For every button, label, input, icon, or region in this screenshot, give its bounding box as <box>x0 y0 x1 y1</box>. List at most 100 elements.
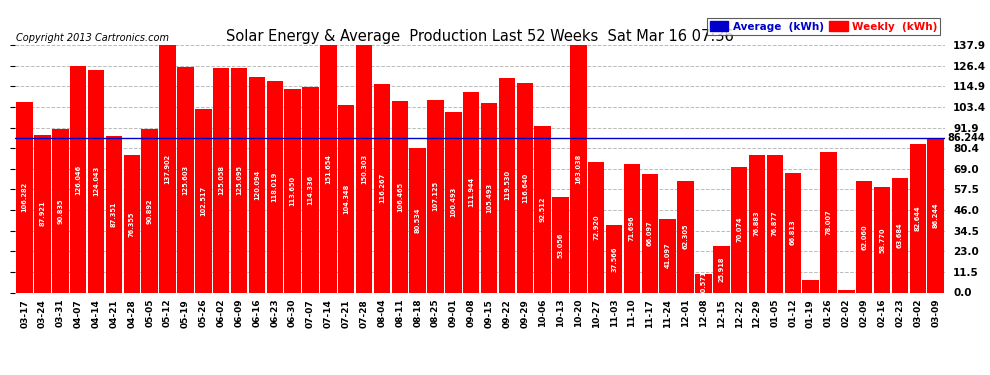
Bar <box>499 78 515 292</box>
Text: 76.877: 76.877 <box>772 211 778 236</box>
Legend: Average  (kWh), Weekly  (kWh): Average (kWh), Weekly (kWh) <box>707 18 940 35</box>
Bar <box>52 129 68 292</box>
Bar <box>70 66 86 292</box>
Bar <box>910 144 926 292</box>
Text: 106.465: 106.465 <box>397 182 403 212</box>
Text: 114.336: 114.336 <box>308 175 314 205</box>
Text: 120.094: 120.094 <box>253 170 260 200</box>
Bar <box>302 87 319 292</box>
Text: 37.566: 37.566 <box>611 246 617 272</box>
Text: 163.038: 163.038 <box>575 154 581 184</box>
Bar <box>195 108 212 292</box>
Text: 58.770: 58.770 <box>879 227 885 252</box>
Text: 119.530: 119.530 <box>504 170 510 200</box>
Bar <box>731 167 747 292</box>
Text: 25.918: 25.918 <box>719 256 725 282</box>
Text: 86.244: 86.244 <box>947 133 985 143</box>
Bar <box>17 102 33 292</box>
Text: Copyright 2013 Cartronics.com: Copyright 2013 Cartronics.com <box>16 33 168 42</box>
Bar <box>659 219 676 292</box>
Text: 126.046: 126.046 <box>75 164 81 195</box>
Bar <box>748 154 765 292</box>
Bar <box>88 70 104 292</box>
Text: 66.097: 66.097 <box>646 220 652 246</box>
Text: 111.944: 111.944 <box>468 177 474 207</box>
Text: 10.571: 10.571 <box>700 270 707 296</box>
Bar <box>784 172 801 292</box>
Bar <box>766 154 783 292</box>
Text: 104.348: 104.348 <box>344 184 349 214</box>
Text: 125.058: 125.058 <box>218 165 224 195</box>
Text: 113.650: 113.650 <box>290 176 296 206</box>
Text: 80.534: 80.534 <box>415 207 421 233</box>
Bar <box>320 20 337 292</box>
Bar <box>677 181 694 292</box>
Text: 92.512: 92.512 <box>540 197 545 222</box>
Text: 86.244: 86.244 <box>933 202 939 228</box>
Text: 102.517: 102.517 <box>200 186 206 216</box>
Text: 125.095: 125.095 <box>236 165 242 195</box>
Bar <box>642 174 658 292</box>
Text: 125.603: 125.603 <box>182 165 188 195</box>
Text: 106.282: 106.282 <box>22 182 28 212</box>
Bar <box>355 23 372 293</box>
Bar <box>552 197 568 292</box>
Bar <box>248 77 265 292</box>
Bar <box>517 83 533 292</box>
Bar <box>231 68 248 292</box>
Text: 116.267: 116.267 <box>379 173 385 203</box>
Bar <box>142 129 158 292</box>
Text: 41.097: 41.097 <box>664 243 670 268</box>
Text: 90.892: 90.892 <box>147 198 152 224</box>
Text: 87.351: 87.351 <box>111 201 117 227</box>
Text: 150.303: 150.303 <box>361 154 367 184</box>
Bar <box>266 81 283 292</box>
Text: 100.493: 100.493 <box>450 187 456 218</box>
Bar <box>802 280 819 292</box>
Bar <box>338 105 354 292</box>
Text: 76.883: 76.883 <box>754 211 760 236</box>
Text: 137.902: 137.902 <box>164 154 170 184</box>
Text: 151.654: 151.654 <box>326 154 332 184</box>
Bar <box>446 112 461 292</box>
Bar <box>124 156 140 292</box>
Bar <box>713 246 730 292</box>
Text: 87.921: 87.921 <box>40 201 46 226</box>
Bar <box>892 178 908 292</box>
Title: Solar Energy & Average  Production Last 52 Weeks  Sat Mar 16 07:36: Solar Energy & Average Production Last 5… <box>227 29 734 44</box>
Text: 105.493: 105.493 <box>486 183 492 213</box>
Bar <box>695 273 712 292</box>
Bar <box>159 45 176 292</box>
Text: 116.640: 116.640 <box>522 173 528 203</box>
Text: 66.813: 66.813 <box>790 220 796 245</box>
Text: 76.355: 76.355 <box>129 211 135 237</box>
Bar <box>874 187 890 292</box>
Bar <box>35 135 50 292</box>
Bar <box>588 162 605 292</box>
Bar <box>373 84 390 292</box>
Bar <box>856 181 872 292</box>
Bar <box>177 67 194 292</box>
Bar <box>410 148 426 292</box>
Text: 78.007: 78.007 <box>826 210 832 235</box>
Text: 90.835: 90.835 <box>57 198 63 224</box>
Bar <box>481 103 497 292</box>
Bar <box>570 0 587 292</box>
Text: 107.125: 107.125 <box>433 181 439 212</box>
Bar <box>839 290 854 292</box>
Bar <box>624 164 641 292</box>
Bar <box>928 138 943 292</box>
Text: 53.056: 53.056 <box>557 232 563 258</box>
Bar <box>606 225 623 292</box>
Bar <box>535 126 550 292</box>
Text: 82.644: 82.644 <box>915 206 921 231</box>
Text: 62.305: 62.305 <box>682 224 689 249</box>
Text: 72.920: 72.920 <box>593 214 599 240</box>
Bar <box>284 88 301 292</box>
Bar <box>213 68 230 292</box>
Bar <box>463 92 479 292</box>
Bar <box>821 153 837 292</box>
Text: 118.019: 118.019 <box>271 171 278 202</box>
Text: 63.684: 63.684 <box>897 222 903 248</box>
Bar <box>106 136 122 292</box>
